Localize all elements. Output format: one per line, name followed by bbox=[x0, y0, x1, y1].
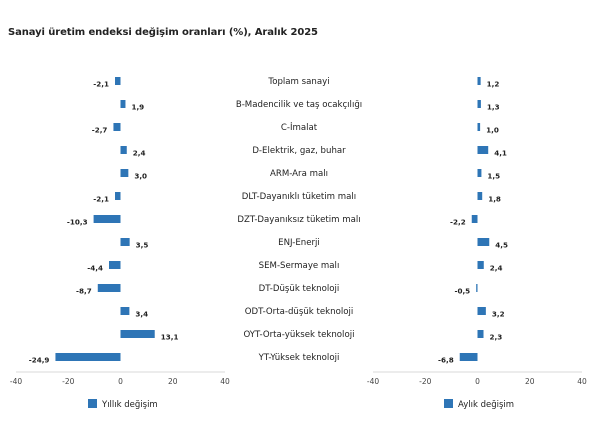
x-tick-label-monthly: 20 bbox=[525, 377, 535, 386]
value-label-monthly: 1,0 bbox=[486, 126, 499, 135]
category-label: B-Madencilik ve taş ocakçılığı bbox=[236, 100, 362, 110]
bar-yearly bbox=[120, 238, 130, 246]
x-tick-label-yearly: 0 bbox=[118, 377, 123, 386]
value-label-monthly: 1,8 bbox=[488, 195, 501, 204]
value-label-yearly: 3,4 bbox=[135, 310, 148, 319]
bar-monthly bbox=[477, 77, 481, 85]
category-label: ODT-Orta-düşük teknoloji bbox=[245, 307, 354, 317]
legend-yearly-swatch bbox=[88, 399, 97, 408]
category-label: ARM-Ara malı bbox=[270, 169, 328, 179]
chart-title: Sanayi üretim endeksi değişim oranları (… bbox=[8, 27, 318, 38]
value-label-monthly: 3,2 bbox=[492, 310, 505, 319]
bar-monthly bbox=[459, 353, 478, 361]
bar-yearly bbox=[120, 330, 155, 338]
category-label: D-Elektrik, gaz, buhar bbox=[252, 146, 346, 156]
category-label: DZT-Dayanıksız tüketim malı bbox=[237, 215, 360, 225]
bar-yearly bbox=[115, 192, 121, 200]
bar-yearly bbox=[113, 123, 121, 131]
value-label-monthly: 1,2 bbox=[487, 80, 500, 89]
value-label-monthly: 1,5 bbox=[487, 172, 500, 181]
bar-monthly bbox=[477, 261, 484, 269]
x-tick-label-monthly: 40 bbox=[577, 377, 587, 386]
category-label: DLT-Dayanıklı tüketim malı bbox=[242, 192, 356, 202]
bar-monthly bbox=[471, 215, 478, 223]
category-label: DT-Düşük teknoloji bbox=[259, 284, 340, 294]
bar-yearly bbox=[115, 77, 121, 85]
bar-yearly bbox=[120, 146, 127, 154]
value-label-yearly: -8,7 bbox=[76, 287, 92, 296]
x-tick-label-yearly: -20 bbox=[62, 377, 74, 386]
legend-monthly-label: Aylık değişim bbox=[458, 400, 515, 410]
legend-yearly: Yıllık değişim bbox=[88, 399, 158, 410]
x-tick-label-yearly: 40 bbox=[220, 377, 230, 386]
legend-monthly: Aylık değişim bbox=[444, 399, 514, 410]
x-tick-label-yearly: 20 bbox=[168, 377, 178, 386]
bar-monthly bbox=[477, 238, 490, 246]
value-label-monthly: 2,4 bbox=[490, 264, 503, 273]
bar-monthly bbox=[477, 146, 489, 154]
category-label: SEM-Sermaye malı bbox=[259, 261, 340, 271]
bar-monthly bbox=[477, 192, 483, 200]
x-tick-label-monthly: 0 bbox=[475, 377, 480, 386]
value-label-monthly: -6,8 bbox=[438, 356, 454, 365]
value-label-yearly: 3,0 bbox=[134, 172, 147, 181]
bar-yearly bbox=[55, 353, 121, 361]
value-label-yearly: -2,1 bbox=[93, 195, 109, 204]
value-label-yearly: -2,1 bbox=[93, 80, 109, 89]
legend-monthly-swatch bbox=[444, 399, 453, 408]
bar-monthly bbox=[477, 100, 481, 108]
bar-yearly bbox=[120, 307, 130, 315]
legend-yearly-label: Yıllık değişim bbox=[102, 400, 158, 410]
value-label-yearly: -4,4 bbox=[87, 264, 103, 273]
value-label-yearly: -24,9 bbox=[29, 356, 50, 365]
bar-monthly bbox=[476, 284, 478, 292]
bar-monthly bbox=[477, 123, 481, 131]
value-label-yearly: 2,4 bbox=[133, 149, 146, 158]
category-label: YT-Yüksek teknoloji bbox=[258, 353, 340, 363]
value-label-monthly: 4,5 bbox=[495, 241, 508, 250]
bar-yearly bbox=[120, 169, 129, 177]
bar-yearly bbox=[109, 261, 121, 269]
value-label-monthly: 2,3 bbox=[490, 333, 503, 342]
category-label: C-İmalat bbox=[281, 122, 318, 133]
value-label-yearly: 13,1 bbox=[161, 333, 179, 342]
x-tick-label-monthly: -20 bbox=[419, 377, 431, 386]
bar-yearly bbox=[97, 284, 121, 292]
value-label-yearly: -2,7 bbox=[92, 126, 108, 135]
x-tick-label-monthly: -40 bbox=[367, 377, 379, 386]
category-label: ENJ-Enerji bbox=[278, 238, 320, 248]
bar-yearly bbox=[120, 100, 126, 108]
value-label-yearly: -10,3 bbox=[67, 218, 88, 227]
value-label-monthly: -2,2 bbox=[450, 218, 466, 227]
bar-monthly bbox=[477, 330, 484, 338]
bar-monthly bbox=[477, 307, 486, 315]
bar-monthly bbox=[477, 169, 482, 177]
value-label-monthly: 1,3 bbox=[487, 103, 500, 112]
value-label-yearly: 3,5 bbox=[136, 241, 149, 250]
category-label: OYT-Orta-yüksek teknoloji bbox=[244, 330, 355, 340]
bar-yearly bbox=[93, 215, 121, 223]
category-label: Toplam sanayi bbox=[267, 77, 329, 87]
value-label-yearly: 1,9 bbox=[131, 103, 144, 112]
value-label-monthly: 4,1 bbox=[494, 149, 507, 158]
x-tick-label-yearly: -40 bbox=[10, 377, 22, 386]
value-label-monthly: -0,5 bbox=[454, 287, 470, 296]
